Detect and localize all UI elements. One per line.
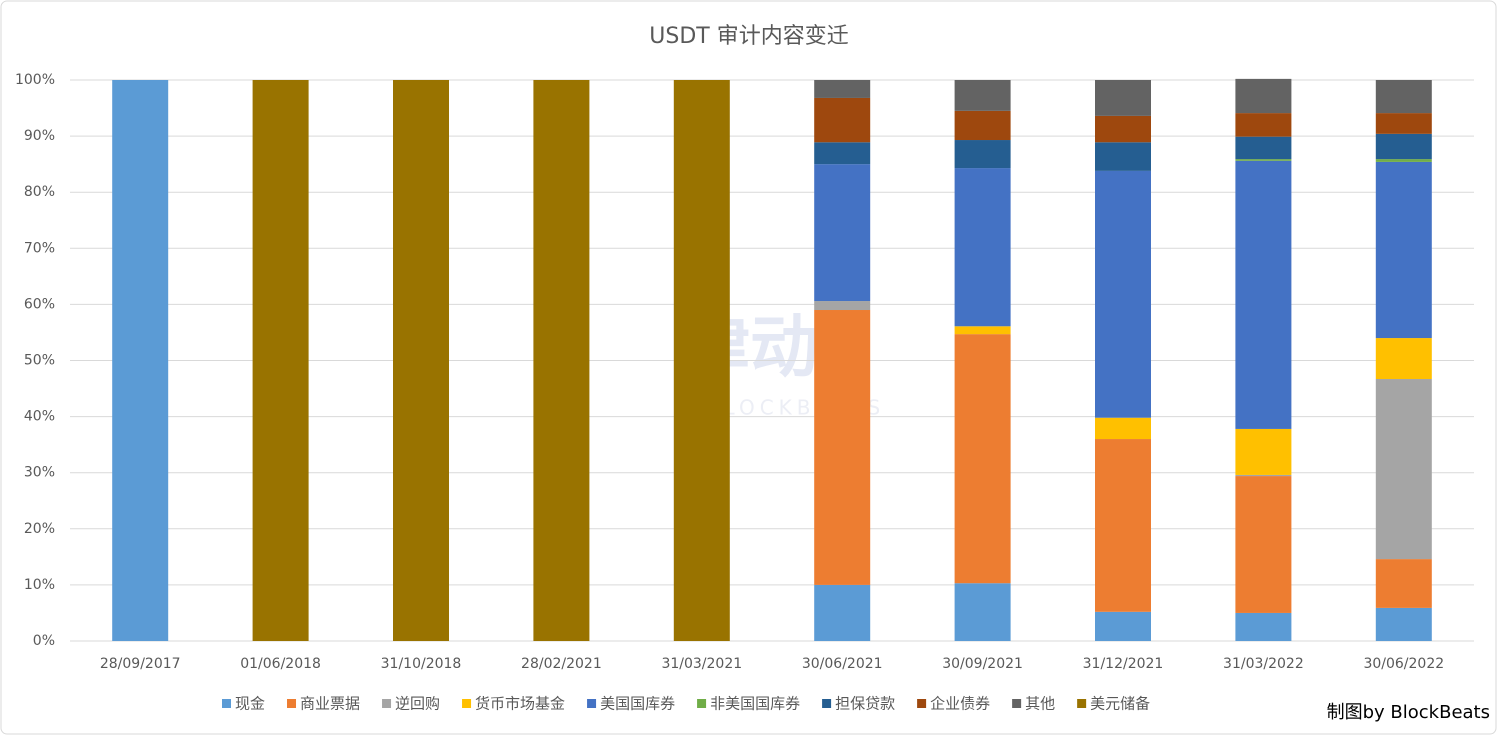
bar-segment <box>1235 474 1292 477</box>
bar-segment <box>1095 611 1151 641</box>
bar-segment <box>954 334 1011 584</box>
y-tick-label: 10% <box>24 577 55 593</box>
y-tick-label: 80% <box>24 184 55 200</box>
legend-swatch <box>382 699 392 708</box>
bar-segment <box>393 80 449 641</box>
x-tick-label: 30/06/2021 <box>802 656 883 672</box>
bar-segment <box>1375 133 1432 160</box>
legend-swatch <box>287 699 297 708</box>
y-tick-label: 40% <box>24 409 55 425</box>
bar-segment <box>1235 136 1292 160</box>
y-tick-label: 100% <box>15 72 55 88</box>
bar-segment <box>533 80 590 641</box>
bar-segment <box>954 326 1011 335</box>
bar-segment <box>1095 170 1151 418</box>
legend-swatch <box>822 699 832 708</box>
x-tick-label: 01/06/2018 <box>240 656 321 672</box>
y-tick-label: 70% <box>24 240 55 256</box>
bar-segment <box>954 140 1011 169</box>
x-tick-label: 30/06/2022 <box>1363 656 1444 672</box>
bar-segment <box>814 301 871 311</box>
bar-segment <box>1375 113 1432 134</box>
legend-label: 商业票据 <box>300 695 360 713</box>
x-tick-label: 30/09/2021 <box>942 656 1023 672</box>
bar-segment <box>814 164 871 302</box>
legend-label: 担保贷款 <box>835 695 895 713</box>
bar-segment <box>1235 160 1292 429</box>
bar-segment <box>814 80 871 98</box>
legend-label: 其他 <box>1025 695 1055 713</box>
x-tick-label: 31/12/2021 <box>1083 656 1164 672</box>
legend-swatch <box>587 699 597 708</box>
legend-swatch <box>1012 699 1022 708</box>
x-tick-label: 31/03/2021 <box>661 656 742 672</box>
bar-segment <box>1235 78 1292 114</box>
bar-segment <box>1235 612 1292 641</box>
bar-segment <box>1375 159 1432 162</box>
bar-segment <box>1375 161 1432 339</box>
bar-segment <box>1235 476 1292 613</box>
x-tick-label: 31/03/2022 <box>1223 656 1304 672</box>
y-tick-label: 60% <box>24 296 55 312</box>
chart-title: USDT 审计内容变迁 <box>649 24 848 49</box>
bar-segment <box>1375 559 1432 608</box>
bar-segment <box>1095 439 1151 612</box>
bar-segment <box>1095 115 1151 143</box>
y-tick-label: 50% <box>24 353 55 369</box>
y-tick-label: 20% <box>24 521 55 537</box>
x-tick-label: 28/02/2021 <box>521 656 602 672</box>
bar-segment <box>673 80 730 641</box>
y-tick-label: 0% <box>33 633 55 649</box>
bar-segment <box>814 97 871 143</box>
legend-label: 现金 <box>235 695 265 713</box>
bar-segment <box>1095 80 1151 116</box>
bar-segment <box>252 80 309 641</box>
credit: 制图by BlockBeats <box>1327 702 1490 723</box>
legend-swatch <box>917 699 927 708</box>
y-tick-label: 30% <box>24 465 55 481</box>
legend-label: 美国国库券 <box>600 695 675 713</box>
legend-swatch <box>222 699 231 708</box>
x-tick-label: 28/09/2017 <box>100 656 181 672</box>
legend-label: 非美国国库券 <box>710 695 800 713</box>
legend-label: 逆回购 <box>395 695 440 713</box>
bar-segment <box>954 110 1011 141</box>
bar-segment <box>954 583 1011 641</box>
bar-segment <box>1095 417 1151 440</box>
legend-label: 货币市场基金 <box>475 695 565 713</box>
legend-label: 美元储备 <box>1090 695 1150 713</box>
bar-segment <box>1375 607 1432 641</box>
legend-label: 企业债券 <box>930 695 990 713</box>
bar-segment <box>814 142 871 165</box>
bar-segment <box>954 168 1011 327</box>
legend-swatch <box>1077 699 1087 708</box>
x-tick-label: 31/10/2018 <box>381 656 462 672</box>
bar-segment <box>954 80 1011 111</box>
bar-segment <box>1235 428 1292 475</box>
bar-segment <box>1375 379 1432 560</box>
y-tick-label: 90% <box>24 128 55 144</box>
bar-segment <box>112 80 169 641</box>
legend-swatch <box>462 699 472 708</box>
bar-segment <box>1095 142 1151 171</box>
bar-segment <box>814 310 871 585</box>
bar-segment <box>1375 338 1432 380</box>
legend-swatch <box>697 699 707 708</box>
bar-segment <box>814 584 871 641</box>
bar-segment <box>1235 113 1292 137</box>
bar-segment <box>1375 80 1432 114</box>
bar-segment <box>1235 159 1292 161</box>
